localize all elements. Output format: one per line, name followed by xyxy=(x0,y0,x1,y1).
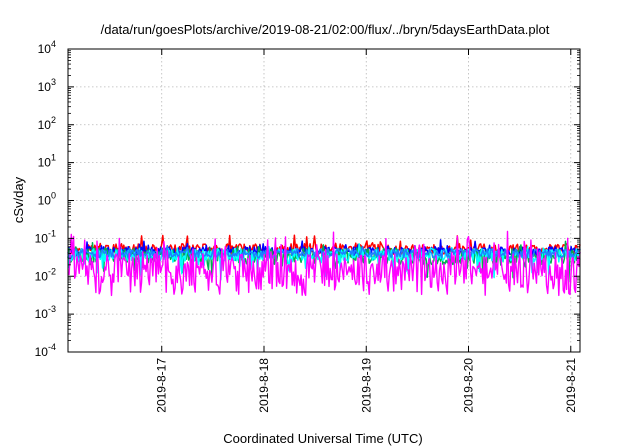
y-tick-label: 101 xyxy=(38,153,56,170)
y-tick-label: 10-2 xyxy=(35,266,56,283)
x-axis-label: Coordinated Universal Time (UTC) xyxy=(223,431,422,446)
x-tick-label: 2019-8-17 xyxy=(155,358,169,413)
y-axis-ticks: 10-4 10-3 10-2 10-1 100 101 102 103 104 xyxy=(35,39,580,359)
data-series xyxy=(67,230,581,297)
y-tick-label: 10-4 xyxy=(35,342,56,359)
y-tick-label: 100 xyxy=(38,191,56,208)
x-tick-label: 2019-8-20 xyxy=(462,358,476,413)
x-tick-label: 2019-8-21 xyxy=(564,358,578,413)
chart-title: /data/run/goesPlots/archive/2019-08-21/0… xyxy=(101,22,550,37)
y-tick-label: 103 xyxy=(38,77,56,94)
y-tick-label: 102 xyxy=(38,115,56,132)
x-axis-ticks: 2019-8-17 2019-8-18 2019-8-19 2019-8-20 2019… xyxy=(155,49,578,413)
grid-lines xyxy=(68,49,580,352)
y-axis-label: cSv/day xyxy=(11,176,26,223)
y-tick-label: 10-1 xyxy=(35,228,56,245)
y-tick-label: 10-3 xyxy=(35,304,56,321)
series-line-6 xyxy=(67,230,581,297)
x-tick-label: 2019-8-18 xyxy=(257,358,271,413)
x-tick-label: 2019-8-19 xyxy=(359,358,373,413)
y-tick-label: 104 xyxy=(38,39,56,56)
